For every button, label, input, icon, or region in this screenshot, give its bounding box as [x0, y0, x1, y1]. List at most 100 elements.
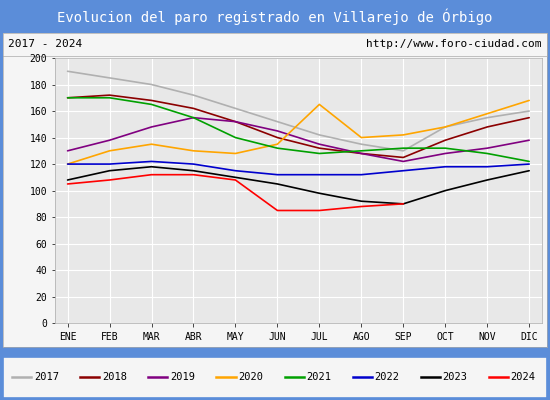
2018: [400, 155, 406, 160]
Line: 2023: 2023: [68, 167, 529, 204]
2020: [190, 148, 197, 153]
2018: [316, 146, 323, 150]
2018: [526, 115, 532, 120]
2017: [148, 82, 155, 87]
2021: [526, 159, 532, 164]
2024: [274, 208, 280, 213]
2022: [64, 162, 71, 166]
2022: [148, 159, 155, 164]
2023: [442, 188, 449, 193]
2019: [64, 148, 71, 153]
Line: 2024: 2024: [68, 175, 403, 210]
Line: 2021: 2021: [68, 98, 529, 162]
2021: [190, 115, 197, 120]
2020: [526, 98, 532, 103]
2019: [274, 128, 280, 133]
2022: [484, 164, 491, 169]
2020: [232, 151, 239, 156]
2023: [274, 182, 280, 186]
2018: [442, 138, 449, 143]
2022: [358, 172, 365, 177]
Line: 2022: 2022: [68, 162, 529, 175]
2018: [484, 124, 491, 129]
2018: [274, 135, 280, 140]
2021: [232, 135, 239, 140]
2021: [442, 146, 449, 150]
2022: [316, 172, 323, 177]
2017: [64, 69, 71, 74]
2022: [232, 168, 239, 173]
2019: [148, 124, 155, 129]
2023: [316, 191, 323, 196]
Text: http://www.foro-ciudad.com: http://www.foro-ciudad.com: [366, 39, 542, 49]
2023: [400, 202, 406, 206]
2022: [106, 162, 113, 166]
2021: [148, 102, 155, 107]
2023: [484, 178, 491, 182]
Text: 2024: 2024: [510, 372, 536, 382]
2019: [442, 151, 449, 156]
2019: [190, 115, 197, 120]
2017: [400, 148, 406, 153]
2024: [232, 178, 239, 182]
2024: [316, 208, 323, 213]
2017: [442, 124, 449, 129]
2023: [190, 168, 197, 173]
2019: [316, 142, 323, 146]
Text: 2020: 2020: [238, 372, 263, 382]
2021: [274, 146, 280, 150]
2024: [358, 204, 365, 209]
2017: [106, 76, 113, 80]
2024: [106, 178, 113, 182]
Text: Evolucion del paro registrado en Villarejo de Órbigo: Evolucion del paro registrado en Villare…: [57, 8, 493, 25]
2021: [358, 148, 365, 153]
2024: [190, 172, 197, 177]
2022: [274, 172, 280, 177]
2018: [358, 151, 365, 156]
Text: 2019: 2019: [170, 372, 195, 382]
2020: [442, 124, 449, 129]
Text: 2017: 2017: [34, 372, 59, 382]
Text: 2017 - 2024: 2017 - 2024: [8, 39, 82, 49]
2019: [232, 119, 239, 124]
2020: [64, 162, 71, 166]
Text: 2018: 2018: [102, 372, 127, 382]
Text: 2021: 2021: [306, 372, 331, 382]
Line: 2018: 2018: [68, 95, 529, 158]
2018: [232, 119, 239, 124]
2018: [148, 98, 155, 103]
2020: [400, 132, 406, 137]
2022: [526, 162, 532, 166]
2019: [484, 146, 491, 150]
2024: [400, 202, 406, 206]
2022: [442, 164, 449, 169]
2017: [484, 115, 491, 120]
Line: 2019: 2019: [68, 118, 529, 162]
2023: [64, 178, 71, 182]
2017: [232, 106, 239, 111]
2022: [190, 162, 197, 166]
2021: [484, 151, 491, 156]
2017: [190, 93, 197, 98]
Line: 2017: 2017: [68, 71, 529, 151]
2017: [316, 132, 323, 137]
2019: [358, 151, 365, 156]
2021: [106, 95, 113, 100]
2020: [274, 142, 280, 146]
2020: [148, 142, 155, 146]
2021: [316, 151, 323, 156]
2024: [148, 172, 155, 177]
2023: [106, 168, 113, 173]
2020: [106, 148, 113, 153]
2020: [358, 135, 365, 140]
2017: [358, 142, 365, 146]
2022: [400, 168, 406, 173]
2020: [484, 111, 491, 116]
2024: [64, 182, 71, 186]
2018: [106, 93, 113, 98]
2018: [64, 95, 71, 100]
2020: [316, 102, 323, 107]
2021: [400, 146, 406, 150]
Text: 2023: 2023: [442, 372, 468, 382]
2018: [190, 106, 197, 111]
